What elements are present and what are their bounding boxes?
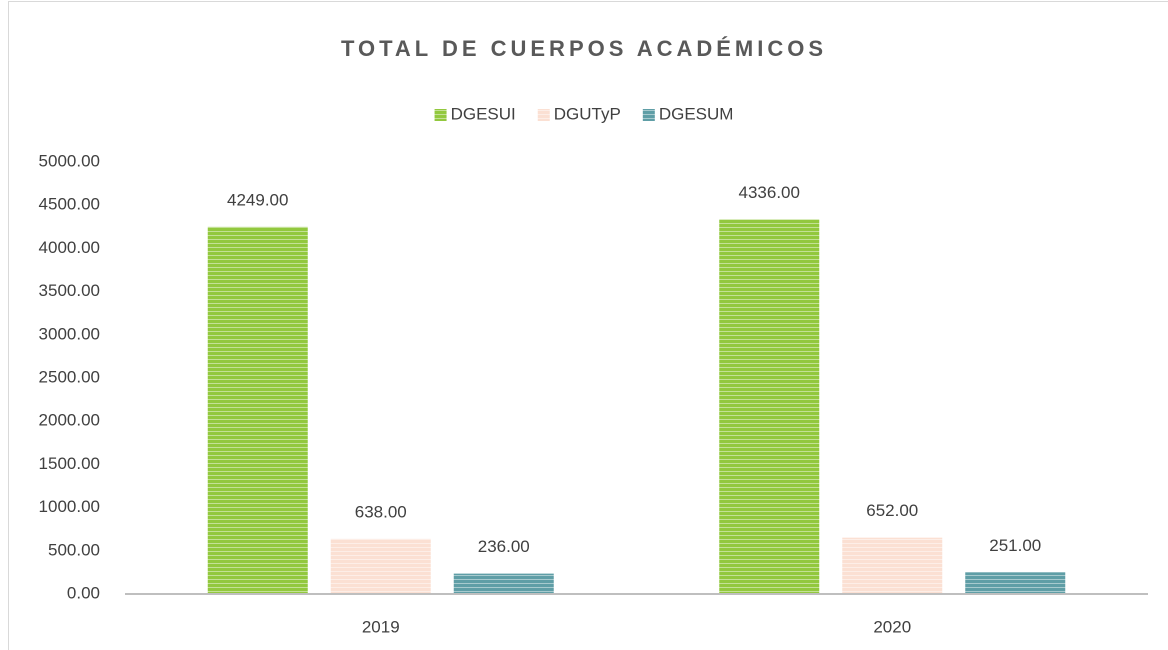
bar bbox=[453, 573, 554, 594]
legend-swatch bbox=[537, 109, 550, 121]
value-label: 4336.00 bbox=[739, 183, 800, 202]
bar bbox=[719, 219, 820, 594]
y-tick-label: 2000.00 bbox=[39, 411, 100, 430]
chart-border bbox=[8, 1, 1168, 650]
x-tick-label: 2020 bbox=[873, 617, 911, 636]
bar bbox=[842, 537, 943, 594]
value-label: 652.00 bbox=[866, 501, 918, 520]
value-label: 236.00 bbox=[478, 537, 530, 556]
legend-swatch bbox=[642, 109, 655, 121]
y-tick-label: 4500.00 bbox=[39, 195, 100, 214]
legend-label: DGESUI bbox=[451, 104, 516, 123]
legend-label: DGESUM bbox=[659, 104, 734, 123]
y-tick-label: 500.00 bbox=[48, 540, 100, 559]
y-tick-label: 2500.00 bbox=[39, 367, 100, 386]
y-tick-label: 3500.00 bbox=[39, 281, 100, 300]
y-tick-label: 1500.00 bbox=[39, 454, 100, 473]
y-tick-label: 4000.00 bbox=[39, 238, 100, 257]
chart-title: TOTAL DE CUERPOS ACADÉMICOS bbox=[341, 36, 827, 61]
legend-item: DGESUM bbox=[642, 104, 734, 123]
bar bbox=[207, 226, 308, 594]
x-tick-label: 2019 bbox=[362, 617, 400, 636]
legend-item: DGESUI bbox=[434, 104, 516, 123]
y-tick-label: 5000.00 bbox=[39, 151, 100, 170]
legend-label: DGUTyP bbox=[554, 104, 621, 123]
bar bbox=[965, 572, 1066, 594]
y-tick-label: 0.00 bbox=[67, 583, 100, 602]
bar bbox=[330, 538, 431, 594]
y-tick-label: 3000.00 bbox=[39, 324, 100, 343]
legend-item: DGUTyP bbox=[537, 104, 621, 123]
legend: DGESUI DGUTyP DGESUM bbox=[434, 104, 734, 123]
value-label: 251.00 bbox=[989, 536, 1041, 555]
legend-swatch bbox=[434, 109, 447, 121]
value-label: 638.00 bbox=[355, 502, 407, 521]
y-tick-label: 1000.00 bbox=[39, 497, 100, 516]
value-label: 4249.00 bbox=[227, 190, 288, 209]
